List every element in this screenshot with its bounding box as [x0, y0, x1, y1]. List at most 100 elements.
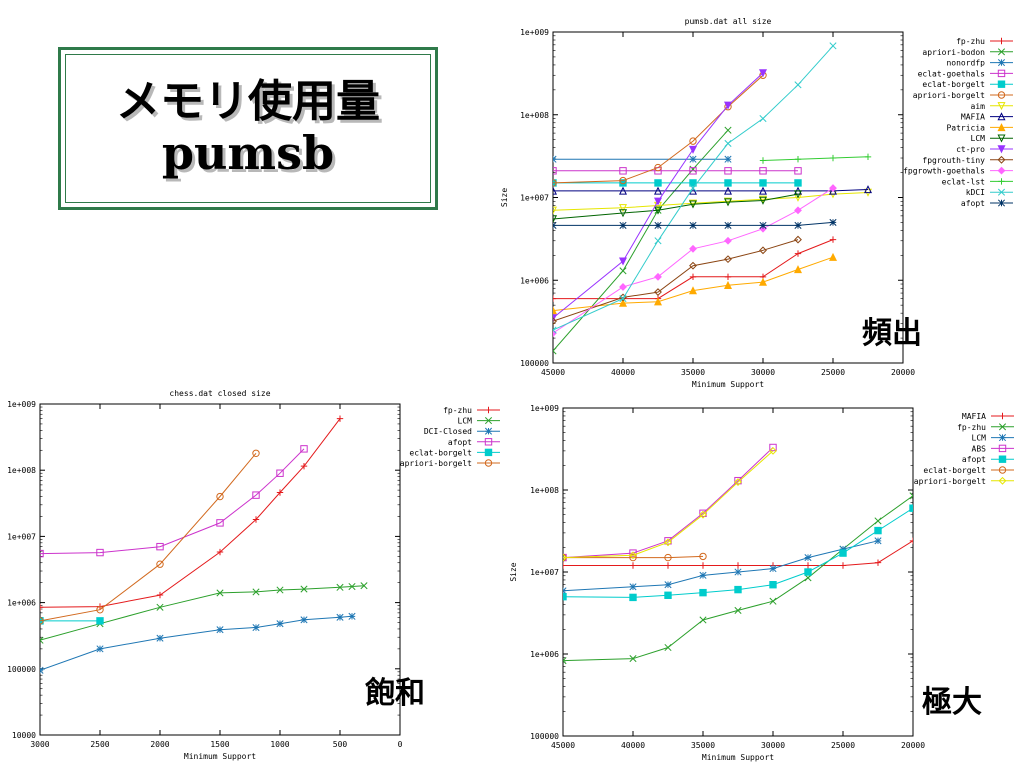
data-point-afopt: [769, 581, 777, 589]
x-axis-label: Minimum Support: [702, 753, 774, 762]
data-point-afopt: [759, 221, 767, 229]
data-point-lcm: [40, 636, 44, 644]
data-point-apriori-bodon: [724, 126, 732, 134]
data-point-afopt: [689, 221, 697, 229]
series-eclat-lst: [759, 153, 872, 164]
legend-marker-apriori-borgelt: [997, 91, 1006, 99]
legend-label-eclat-lst: eclat-lst: [942, 177, 986, 186]
chart-title: pumsb.dat all size: [685, 17, 772, 26]
data-point-nonordfp: [689, 155, 697, 163]
data-point-mafia: [839, 562, 847, 569]
data-point-apriori-borgelt: [553, 179, 557, 187]
data-point-apriori-borgelt: [654, 163, 662, 172]
data-point-aim: [618, 204, 628, 213]
series-patricia: [553, 252, 838, 315]
x-tick-label: 45000: [541, 368, 565, 377]
data-point-eclat-lst: [759, 157, 767, 164]
data-point-fp-zhu: [769, 597, 777, 605]
legend-marker-lcm: [998, 434, 1007, 442]
data-point-mafia: [909, 537, 913, 545]
data-point-fp-zhu: [699, 616, 707, 624]
data-point-lcm: [276, 586, 284, 594]
y-tick-label: 1e+006: [520, 276, 549, 285]
x-tick-label: 2500: [90, 740, 109, 749]
x-axis-label: Minimum Support: [184, 752, 256, 761]
data-point-nonordfp: [553, 155, 557, 163]
data-point-kdci: [553, 326, 557, 334]
data-point-eclat-goethals: [619, 167, 627, 175]
data-point-abs: [699, 509, 707, 517]
data-point-afopt: [794, 221, 802, 229]
data-point-eclat-borgelt: [664, 553, 672, 562]
data-point-lcm: [793, 190, 803, 199]
data-point-fpgrouth-tiny: [724, 255, 732, 264]
x-tick-label: 20000: [901, 741, 925, 750]
data-point-eclat-borgelt: [699, 552, 707, 561]
series-line-patricia: [553, 256, 834, 312]
legend-marker-lcm: [484, 417, 493, 425]
data-point-dci-closed: [348, 612, 356, 620]
legend-marker-apriori-borgelt: [998, 476, 1007, 485]
x-tick-label: 25000: [831, 741, 855, 750]
legend-marker-afopt: [484, 438, 493, 446]
data-point-fpgrowth-goethals: [794, 206, 802, 215]
legend-label-afopt: afopt: [961, 199, 985, 208]
legend-label-dci-closed: DCI-Closed: [424, 427, 472, 436]
legend-label-eclat-borgelt: eclat-borgelt: [922, 80, 985, 89]
y-tick-label: 1e+006: [7, 599, 36, 608]
data-point-afopt: [276, 469, 284, 477]
data-point-afopt: [664, 591, 672, 599]
data-point-afopt: [216, 519, 224, 527]
data-point-fpgrowth-goethals: [724, 236, 732, 245]
data-point-fp-zhu: [563, 657, 567, 665]
slide-title-box: メモリ使用量 pumsb: [58, 47, 438, 210]
data-point-mafia: [804, 562, 812, 569]
data-point-afopt: [563, 592, 567, 601]
series-afopt: [563, 504, 913, 602]
data-point-lcm: [348, 582, 356, 591]
legend-label-aim: aim: [971, 102, 986, 111]
data-point-eclat-borgelt: [724, 179, 732, 187]
series-eclat-borgelt: [40, 617, 104, 625]
data-point-fpgrowth-goethals: [654, 272, 662, 281]
data-point-apriori-borgelt: [216, 492, 224, 501]
data-point-afopt: [734, 585, 742, 594]
legend-label-apriori-borgelt: apriori-borgelt: [913, 91, 985, 100]
data-point-eclat-goethals: [759, 167, 767, 175]
data-point-fp-zhu: [553, 295, 557, 302]
y-axis-label: Size: [500, 188, 509, 207]
series-line-eclat-lst: [762, 156, 869, 161]
data-point-afopt: [829, 218, 837, 226]
data-point-lcm: [216, 589, 224, 597]
series-lcm: [563, 537, 882, 595]
data-point-apriori-borgelt: [699, 510, 707, 519]
data-point-fp-zhu: [216, 548, 224, 556]
legend-label-eclat-borgelt: eclat-borgelt: [923, 466, 986, 475]
series-apriori-borgelt: [553, 71, 767, 187]
data-point-fp-zhu: [629, 654, 637, 663]
legend-label-lcm: LCM: [458, 417, 473, 426]
data-point-apriori-borgelt: [664, 538, 672, 547]
x-axis-label: Minimum Support: [692, 380, 764, 389]
x-tick-label: 1000: [270, 740, 289, 749]
legend-label-afopt: afopt: [448, 438, 472, 447]
legend-marker-afopt: [998, 455, 1007, 463]
data-point-lcm: [874, 537, 882, 545]
series-nonordfp: [553, 155, 732, 163]
data-point-fp-zhu: [874, 517, 882, 525]
chart-title: chess.dat closed size: [169, 389, 270, 398]
legend-label-fpgrowth-goethals: fpgrowth-goethals: [903, 167, 985, 176]
data-point-patricia: [758, 277, 768, 286]
data-point-mafia: [618, 186, 628, 195]
data-point-patricia: [688, 286, 698, 295]
data-point-mafia: [863, 185, 873, 194]
legend-marker-mafia: [997, 112, 1006, 121]
legend-label-nonordfp: nonordfp: [946, 59, 985, 68]
data-point-apriori-borgelt: [629, 551, 637, 560]
y-tick-label: 1e+009: [7, 400, 36, 409]
x-tick-label: 40000: [621, 741, 645, 750]
legend-label-apriori-borgelt: apriori-borgelt: [400, 459, 472, 468]
data-point-eclat-lst: [864, 153, 872, 161]
slide-subtitle: pumsb: [161, 126, 335, 181]
